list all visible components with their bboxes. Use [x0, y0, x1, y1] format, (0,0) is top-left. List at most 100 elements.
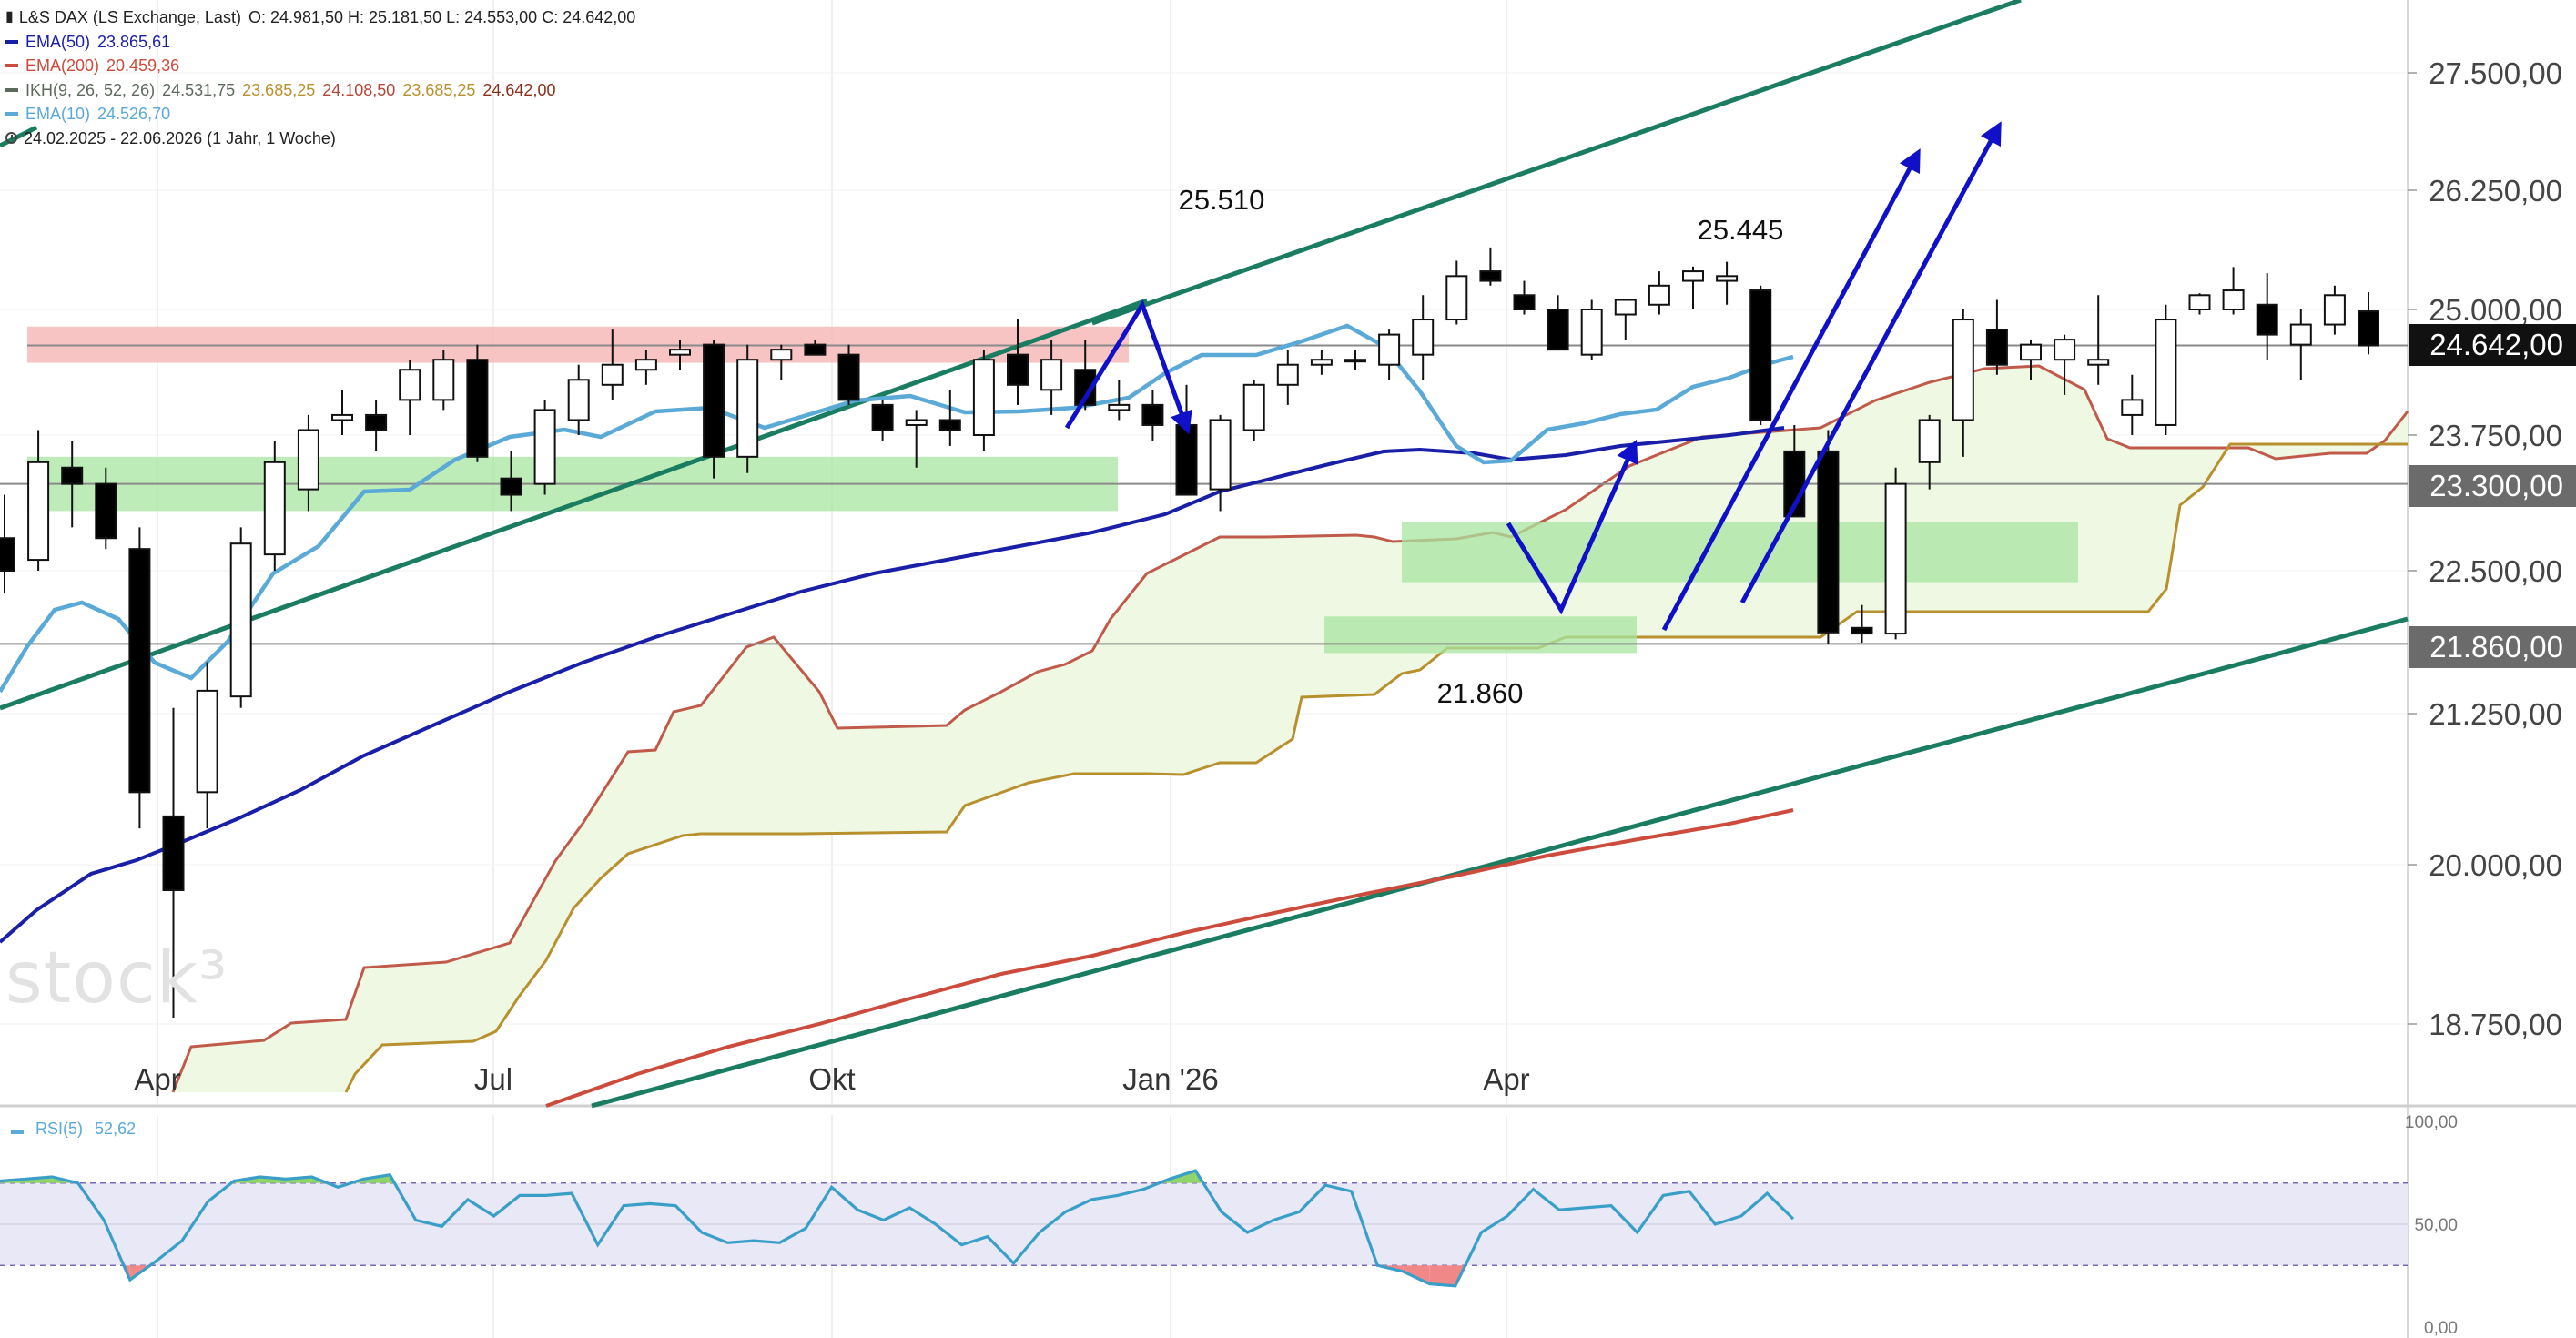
y-tick-label: 20.000,00: [2429, 848, 2562, 882]
candle-up: [1310, 359, 1333, 366]
y-tick-label: 26.250,00: [2429, 174, 2562, 208]
bar-chart-icon: ▮: [5, 9, 14, 25]
candle-down: [61, 466, 84, 485]
axes: 27.500,00 26.250,00 25.000,00 23.750,00 22.5…: [134, 56, 2562, 1096]
rsi-tick-label: 50,00: [2414, 1216, 2458, 1235]
candle-down: [2256, 303, 2278, 336]
channel-lower-line: [591, 616, 2409, 1109]
rsi-oversold-fill: [1429, 1265, 1455, 1286]
rsi-tick-label: 100,00: [2405, 1113, 2458, 1132]
y-tick-label: 27.500,00: [2429, 56, 2562, 90]
legend-ema10[interactable]: EMA(10) 24.526,70: [5, 102, 635, 127]
candle-down: [938, 419, 961, 431]
candle-down: [365, 413, 388, 431]
candle-up: [601, 363, 624, 386]
price-annotations: 25.510 25.445 21.860: [1179, 184, 1784, 709]
candle-up: [770, 349, 793, 361]
candle-up: [972, 359, 995, 437]
arrow-up-1: [1661, 148, 1921, 632]
candle-up: [1952, 319, 1974, 421]
candle-up: [1918, 419, 1941, 463]
instrument-title: L&S DAX (LS Exchange, Last): [18, 8, 241, 26]
candle-up: [2155, 319, 2177, 426]
candle-up: [905, 419, 928, 426]
candle-up: [27, 461, 50, 562]
horizontal-price-lines: [0, 344, 2408, 645]
clock-icon: [5, 132, 17, 145]
candle-up: [1344, 359, 1366, 363]
ema10-swatch-icon: [5, 112, 18, 117]
ema200-label: EMA(200): [25, 56, 100, 75]
candle-up: [2323, 294, 2346, 326]
x-tick-label: Apr: [1483, 1062, 1529, 1096]
ichimoku-value-span-a: 24.108,50: [322, 80, 396, 99]
candle-down: [1817, 450, 1840, 634]
ichimoku-value-span-b: 23.685,25: [402, 80, 476, 99]
candle-up: [2289, 323, 2312, 346]
ema200-line: [545, 808, 1794, 1108]
arrow-dec-top: [1064, 299, 1192, 435]
y-tick-label: 23.750,00: [2429, 419, 2562, 452]
candle-up: [1884, 482, 1907, 635]
candle-down: [0, 537, 15, 572]
rsi-swatch-icon: [11, 1130, 24, 1134]
candle-down: [162, 815, 185, 892]
ema50-label: EMA(50): [25, 32, 91, 51]
candle-down: [1175, 423, 1198, 496]
legend-ema50[interactable]: EMA(50) 23.865,61: [5, 30, 635, 55]
legend-ichimoku[interactable]: IKH(9, 26, 52, 26) 24.531,75 23.685,25 2…: [5, 78, 635, 103]
stock3-watermark-logo: stock³: [5, 938, 228, 1019]
candle-down: [2358, 310, 2379, 347]
candle-down: [871, 403, 894, 431]
candle-up: [567, 379, 590, 421]
price-annotation: 25.445: [1698, 214, 1784, 246]
trend-channel: [0, 0, 2409, 1109]
candle-down: [1749, 289, 1772, 421]
candle-down: [804, 343, 827, 356]
candle-up: [1682, 270, 1704, 282]
candle-up: [1378, 333, 1401, 366]
legend-period[interactable]: 24.02.2025 - 22.06.2026 (1 Jahr, 1 Woche…: [5, 127, 635, 151]
rsi-tick-label: 0,00: [2424, 1319, 2458, 1338]
x-tick-label: Okt: [808, 1062, 855, 1096]
ichimoku-value-kijun: 23.685,25: [242, 80, 316, 99]
support-price-tag-23300: 23.300,00: [2409, 465, 2576, 507]
candle-up: [2188, 294, 2211, 310]
candle-up: [229, 542, 252, 698]
moving-averages: [0, 323, 1794, 1108]
y-tick-label: 21.250,00: [2429, 697, 2562, 731]
candle-up: [2054, 339, 2076, 361]
channel-upper-line: [1091, 0, 2022, 326]
ichimoku-value-tenkan: 24.531,75: [162, 80, 236, 99]
channel-upper-start: [0, 125, 38, 148]
candle-up: [1276, 363, 1299, 386]
indicator-legend: ▮ L&S DAX (LS Exchange, Last) O: 24.981,…: [5, 5, 635, 150]
green-zone: [1324, 616, 1637, 654]
candle-down: [466, 359, 489, 458]
candle-up: [196, 689, 218, 794]
arrow-up-2: [1739, 121, 2002, 604]
y-tick-label: 22.500,00: [2429, 554, 2562, 588]
candle-up: [1209, 419, 1232, 491]
senkou-span-a-line: [171, 364, 2409, 1093]
candle-up: [263, 461, 286, 556]
price-annotation: 21.860: [1437, 677, 1524, 709]
x-tick-label: Jan '26: [1122, 1062, 1218, 1096]
ichimoku-value-chikou: 24.642,00: [482, 80, 556, 99]
ema200-value: 20.459,36: [106, 56, 180, 75]
candle-up: [297, 429, 319, 491]
candle-up: [2121, 399, 2144, 416]
legend-header: ▮ L&S DAX (LS Exchange, Last) O: 24.981,…: [5, 5, 635, 30]
candle-up: [1412, 319, 1435, 356]
candle-up: [1242, 383, 1265, 431]
candle-down: [1547, 309, 1569, 351]
legend-ema200[interactable]: EMA(200) 20.459,36: [5, 54, 635, 78]
candle-down: [1985, 329, 2008, 366]
candle-up: [2087, 359, 2110, 366]
candle-up: [533, 409, 556, 485]
candle-up: [399, 369, 421, 401]
ema50-value: 23.865,61: [97, 32, 171, 51]
x-tick-label: Apr: [134, 1062, 180, 1096]
rsi-panel: 100,00 50,00 0,00: [0, 1113, 2458, 1338]
